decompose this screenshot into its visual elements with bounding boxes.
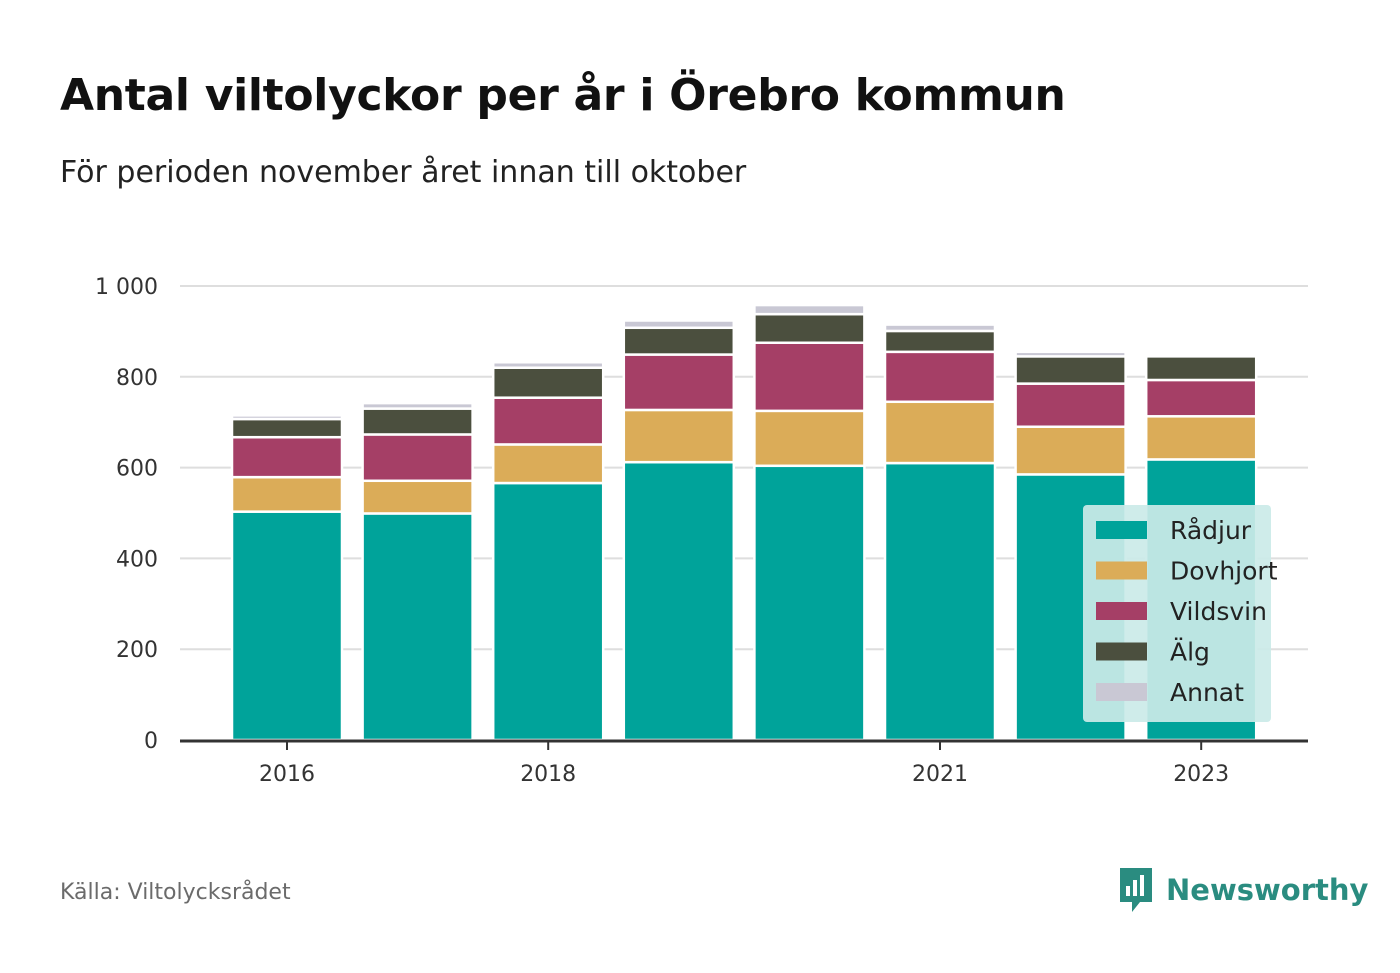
- bar-segment: [622, 408, 736, 464]
- bar-stack-2019: [622, 319, 736, 742]
- bar-segment: [753, 312, 866, 345]
- bar-segment: [622, 319, 736, 330]
- y-tick-label: 800: [116, 366, 158, 391]
- y-tick-label: 1 000: [95, 275, 158, 300]
- bar-segment: [230, 510, 344, 742]
- chart-subtitle: För perioden november året innan till ok…: [60, 155, 747, 190]
- y-tick-label: 400: [116, 547, 158, 572]
- legend-swatch: [1096, 602, 1147, 620]
- y-tick-label: 0: [144, 729, 158, 754]
- bar-segment: [361, 433, 474, 483]
- legend-swatch: [1096, 561, 1147, 580]
- bar-segment: [491, 361, 605, 369]
- legend-label: Rådjur: [1170, 516, 1252, 545]
- bar-segment: [622, 460, 736, 742]
- bar-segment: [361, 479, 474, 515]
- bar-segment: [491, 443, 605, 485]
- bar-segment: [622, 353, 736, 412]
- bar-segment: [1144, 378, 1258, 418]
- y-tick-label: 200: [116, 638, 158, 663]
- bar-segment: [361, 512, 474, 742]
- legend-label: Annat: [1170, 678, 1244, 707]
- bar-segment: [883, 461, 997, 742]
- bar-segment: [1014, 355, 1127, 385]
- bar-segment: [1144, 355, 1258, 382]
- brand: Newsworthy: [1118, 866, 1368, 914]
- bar-segment: [1014, 350, 1127, 358]
- bar-segment: [883, 323, 997, 333]
- bar-segment: [491, 396, 605, 446]
- bar-segment: [491, 366, 605, 399]
- source-note: Källa: Viltolycksrådet: [60, 880, 291, 905]
- legend-label: Älg: [1170, 638, 1210, 667]
- x-tick-label: 2016: [259, 762, 315, 787]
- x-tick-label: 2023: [1173, 762, 1229, 787]
- y-axis-ticks: 0 200 400 600 800 1 000: [95, 275, 158, 754]
- x-axis: 2016 2018 2021 2023: [180, 739, 1308, 787]
- bar-segment: [753, 409, 866, 468]
- bar-segment: [622, 326, 736, 356]
- bar-segment: [883, 329, 997, 354]
- bar-segment: [883, 350, 997, 404]
- bar-segment: [230, 417, 344, 439]
- bar-segment: [230, 414, 344, 421]
- bar-segment: [230, 475, 344, 513]
- legend-label: Dovhjort: [1170, 557, 1278, 586]
- bar-segment: [491, 481, 605, 742]
- bar-segment: [1014, 382, 1127, 428]
- bar-stack-2017: [361, 401, 474, 742]
- newsworthy-logo-icon: [1120, 868, 1152, 912]
- bar-stack-2020: [753, 303, 866, 742]
- legend-swatch: [1096, 642, 1147, 661]
- bar-segment: [361, 401, 474, 410]
- bar-stack-2022: [1014, 350, 1127, 742]
- legend-swatch: [1096, 683, 1147, 701]
- brand-name: Newsworthy: [1166, 873, 1369, 907]
- legend-swatch: [1096, 521, 1147, 539]
- bar-segment: [753, 341, 866, 413]
- legend: Rådjur Dovhjort Vildsvin Älg Annat: [1083, 505, 1278, 722]
- bar-segment: [883, 400, 997, 465]
- bar-segment: [753, 303, 866, 316]
- legend-box: [1083, 505, 1271, 722]
- bar-segment: [1014, 425, 1127, 476]
- bar-segment: [1144, 415, 1258, 461]
- bar-segment: [361, 407, 474, 436]
- bar-stack-2021: [883, 323, 997, 742]
- bar-stack-2016: [230, 414, 344, 742]
- x-tick-label: 2018: [520, 762, 576, 787]
- x-tick-label: 2021: [912, 762, 968, 787]
- y-tick-label: 600: [116, 457, 158, 482]
- chart-title: Antal viltolyckor per år i Örebro kommun: [60, 70, 1066, 121]
- bar-segment: [753, 464, 866, 742]
- bar-stack-2018: [491, 361, 605, 742]
- legend-label: Vildsvin: [1170, 597, 1267, 626]
- bar-segment: [230, 435, 344, 479]
